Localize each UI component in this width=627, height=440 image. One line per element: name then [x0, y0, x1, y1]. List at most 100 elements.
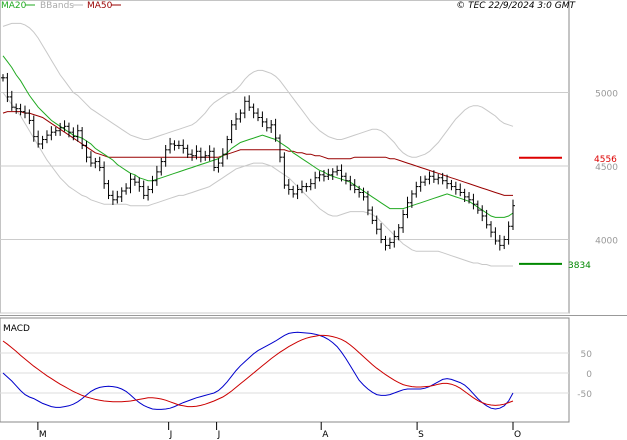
price-bar: [176, 140, 181, 150]
price-bar: [75, 124, 80, 142]
price-bar: [484, 209, 489, 229]
price-bar: [128, 173, 133, 194]
price-bar: [256, 108, 260, 122]
price-bar: [409, 190, 414, 208]
macd-panel: [0, 317, 570, 423]
price-bar: [475, 200, 480, 214]
price-bar: [313, 171, 318, 189]
price-bar: [357, 185, 362, 198]
price-bar: [277, 134, 282, 163]
level-label-1: 3834: [568, 261, 591, 271]
price-bar: [330, 168, 335, 180]
price-bar: [194, 145, 199, 160]
price-bar: [405, 196, 410, 219]
price-bar: [220, 148, 225, 167]
price-bar: [225, 135, 230, 160]
signal-line: [2, 334, 514, 408]
price-bar: [260, 111, 265, 128]
legend-label-bbands: BBands: [40, 1, 74, 11]
price-bar: [207, 145, 212, 161]
price-bar: [198, 147, 203, 163]
price-bar: [273, 118, 278, 142]
price-bar: [185, 144, 190, 158]
price-bar: [119, 187, 124, 203]
price-bar: [88, 151, 93, 167]
bollinger-upper-line: [2, 22, 514, 158]
price-bar: [458, 183, 463, 197]
price-bar: [431, 170, 436, 183]
legend: MA20 BBands MA50: [1, 1, 121, 11]
ma50-line: [2, 111, 513, 196]
price-bar: [242, 96, 247, 119]
price-bar: [308, 178, 313, 191]
price-bar: [238, 109, 243, 123]
price-bar: [506, 221, 511, 245]
price-bar: [9, 90, 14, 111]
price-bar: [493, 227, 498, 245]
macd-y-tick: -50: [577, 390, 592, 400]
price-bar: [418, 176, 423, 192]
macd-y-tick: 0: [586, 370, 592, 380]
price-bar: [502, 235, 507, 250]
price-bar: [379, 223, 384, 244]
price-bar: [71, 127, 76, 141]
price-bar: [80, 127, 85, 150]
price-bar: [511, 199, 515, 230]
price-bar: [49, 126, 54, 141]
copyright-text: © TEC 22/9/2024 3:0 GMT: [456, 1, 576, 11]
price-bar: [97, 156, 102, 172]
price-bar: [251, 103, 256, 119]
price-bar: [440, 172, 445, 185]
price-bar: [36, 130, 41, 148]
price-bar: [141, 180, 146, 200]
price-bar: [339, 164, 344, 182]
x-tick-label: O: [514, 430, 521, 440]
macd-line: [2, 331, 514, 410]
x-tick-label: J: [169, 430, 173, 440]
price-bar: [370, 206, 375, 225]
price-bar: [436, 174, 441, 185]
price-bar: [467, 192, 472, 204]
price-bar: [93, 157, 98, 169]
price-bar: [286, 179, 291, 195]
price-bar: [392, 230, 397, 248]
price-bar: [462, 188, 467, 203]
price-bar: [387, 237, 392, 250]
price-bar: [335, 165, 340, 176]
price-bar: [396, 224, 401, 241]
x-tick-label: M: [39, 430, 47, 440]
price-bar: [453, 181, 458, 195]
price-bar: [304, 182, 309, 192]
price-bar: [1, 74, 5, 82]
price-bar: [62, 120, 67, 132]
price-bar: [22, 105, 27, 119]
price-bar: [58, 122, 63, 136]
price-bar: [146, 185, 151, 201]
price-bar: [172, 140, 177, 151]
price-bar: [84, 140, 89, 163]
x-tick-label: A: [322, 430, 329, 440]
price-bar: [163, 144, 168, 167]
price-bar: [203, 150, 208, 161]
price-bar: [317, 171, 322, 182]
price-bar: [102, 161, 107, 189]
price-bar: [18, 103, 23, 116]
price-bar: [159, 157, 164, 176]
price-bar: [40, 135, 45, 150]
price-bar: [110, 190, 115, 205]
price-bar: [124, 183, 129, 195]
price-bar: [154, 165, 159, 186]
price-bar: [132, 175, 137, 186]
price-bar: [471, 193, 476, 210]
price-bar: [229, 119, 234, 144]
price-bar: [321, 169, 326, 182]
price-bar: [44, 130, 49, 144]
price-bar: [326, 168, 331, 180]
price-bar: [343, 172, 348, 185]
price-bar: [352, 179, 357, 194]
price-bar: [264, 118, 269, 132]
bollinger-lower-line: [2, 92, 513, 267]
price-bar: [53, 127, 58, 136]
macd-y-tick: 50: [581, 350, 593, 360]
price-bar: [445, 174, 450, 189]
